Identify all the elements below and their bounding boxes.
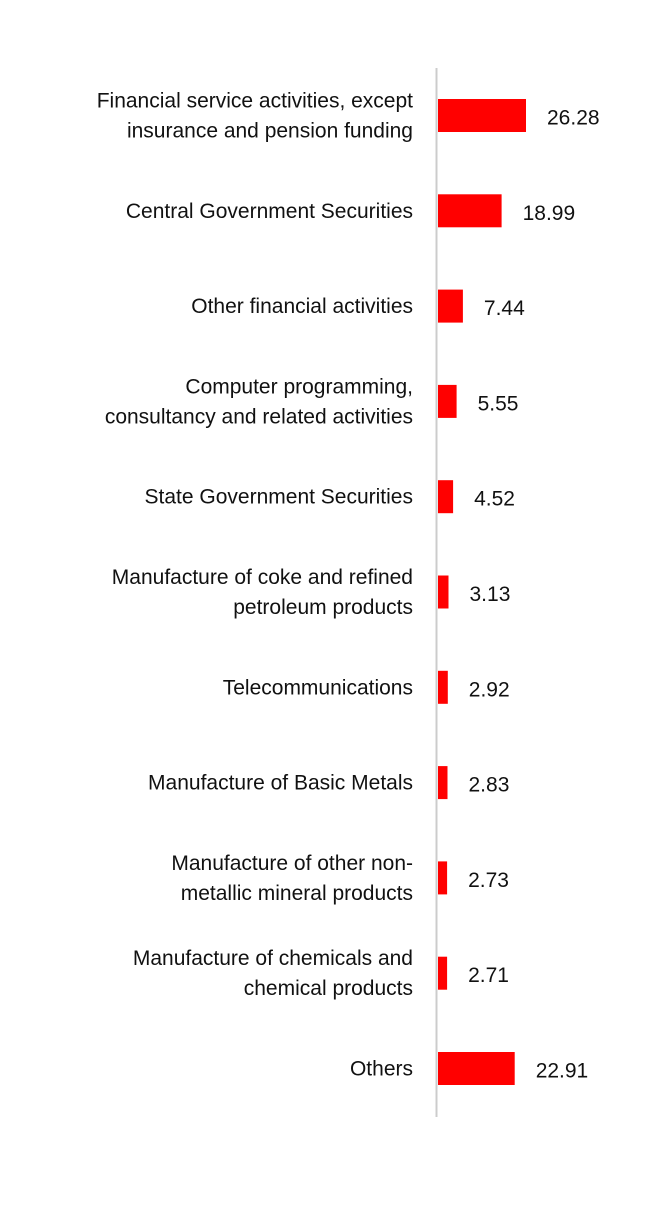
value-label-0: 26.28 [547, 107, 600, 130]
value-label-7: 2.83 [469, 774, 510, 797]
category-label-line: Financial service activities, except [97, 90, 413, 113]
value-label-9: 2.71 [468, 964, 509, 987]
value-label-5: 3.13 [470, 583, 511, 606]
category-label-9: Manufacture of chemicals and chemical pro… [133, 947, 413, 1000]
category-label-line: State Government Securities [145, 486, 413, 509]
category-label-line: Computer programming, [185, 375, 413, 398]
bar-9 [438, 956, 448, 990]
bars-layer [438, 99, 526, 1085]
category-label-0: Financial service activities, except insu… [97, 90, 413, 143]
value-label-8: 2.73 [468, 869, 509, 892]
category-label-1: Central Government Securities [126, 200, 413, 223]
bar-0 [438, 99, 526, 132]
bar-1 [438, 194, 502, 228]
category-label-line: insurance and pension funding [127, 120, 413, 143]
bar-4 [438, 480, 454, 514]
category-label-line: Manufacture of chemicals and [133, 947, 413, 970]
value-label-6: 2.92 [469, 678, 510, 701]
category-label-2: Other financial activities [191, 295, 413, 318]
category-label-line: Manufacture of Basic Metals [148, 772, 413, 795]
bar-2 [438, 289, 463, 323]
category-label-line: Others [350, 1058, 413, 1081]
category-label-line: metallic mineral products [181, 882, 413, 905]
value-label-1: 18.99 [523, 202, 576, 225]
category-label-5: Manufacture of coke and refined petroleum… [112, 566, 413, 619]
bar-8 [438, 861, 448, 895]
category-label-line: consultancy and related activities [105, 405, 413, 428]
category-label-line: chemical products [244, 977, 413, 1000]
category-label-line: Other financial activities [191, 295, 413, 318]
category-label-line: petroleum products [233, 596, 413, 619]
bar-10 [438, 1052, 515, 1085]
bar-3 [438, 384, 457, 418]
bar-6 [438, 670, 448, 704]
category-label-3: Computer programming, consultancy and rel… [105, 375, 413, 428]
value-label-10: 22.91 [536, 1060, 589, 1083]
category-label-line: Manufacture of other non- [171, 852, 413, 875]
bar-7 [438, 766, 448, 800]
category-label-10: Others [350, 1058, 413, 1081]
bar-5 [438, 575, 449, 609]
value-label-3: 5.55 [478, 392, 519, 415]
category-labels-layer: Financial service activities, except insu… [97, 90, 413, 1081]
category-label-4: State Government Securities [145, 486, 413, 509]
value-label-2: 7.44 [484, 297, 525, 320]
value-label-4: 4.52 [474, 488, 515, 511]
category-label-8: Manufacture of other non-metallic minera… [171, 852, 413, 905]
category-label-line: Telecommunications [223, 676, 413, 699]
value-labels-layer: 26.28 18.99 7.44 5.55 4.52 3.13 2.92 2.83 2.73 2.… [468, 107, 599, 1083]
category-label-line: Central Government Securities [126, 200, 413, 223]
category-label-6: Telecommunications [223, 676, 413, 699]
category-label-7: Manufacture of Basic Metals [148, 772, 413, 795]
category-label-line: Manufacture of coke and refined [112, 566, 413, 589]
